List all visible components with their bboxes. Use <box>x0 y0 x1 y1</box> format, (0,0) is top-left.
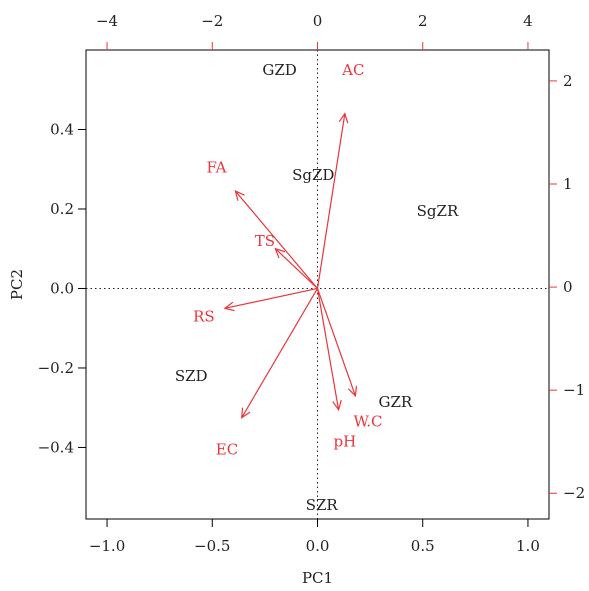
variable-label: FA <box>207 158 227 176</box>
right-axis: −2 −1 0 1 2 <box>549 72 585 502</box>
observation-labels: GZD SgZD SgZR SZD GZR SZR <box>175 61 459 514</box>
top-tick-label: −2 <box>201 12 223 30</box>
right-tick-label: 0 <box>563 278 573 296</box>
variable-labels: AC FA TS RS EC pHW.C <box>193 61 382 459</box>
variable-arrow <box>316 288 342 412</box>
variable-arrows <box>223 112 358 419</box>
observation-label: SZR <box>306 496 339 514</box>
variable-label: AC <box>341 61 364 79</box>
left-axis: −0.4 −0.2 0.0 0.2 0.4 <box>38 120 86 456</box>
top-tick-label: 4 <box>523 12 533 30</box>
observation-label: SZD <box>175 367 208 385</box>
right-tick-label: 2 <box>563 72 573 90</box>
x-tick-label: 1.0 <box>516 537 540 555</box>
variable-arrow <box>316 112 349 289</box>
top-tick-label: −4 <box>96 12 118 30</box>
variable-arrow <box>241 288 319 419</box>
x-tick-label: 0.5 <box>411 537 435 555</box>
variable-arrow <box>223 287 318 312</box>
variable-arrow <box>274 247 318 289</box>
top-axis: −4 −2 0 2 4 <box>96 12 533 50</box>
variable-arrow <box>316 288 358 398</box>
y-tick-label: −0.2 <box>38 359 74 377</box>
x-tick-label: −0.5 <box>194 537 230 555</box>
y-tick-label: 0.4 <box>50 120 74 138</box>
top-tick-label: 0 <box>313 12 323 30</box>
observation-label: SgZR <box>417 202 459 220</box>
x-tick-label: 0.0 <box>306 537 330 555</box>
y-tick-label: 0.0 <box>50 279 74 297</box>
variable-label: EC <box>216 440 238 458</box>
observation-label: GZD <box>262 61 296 79</box>
variable-arrow <box>234 190 318 289</box>
variable-label: TS <box>255 232 275 250</box>
x-axis-title: PC1 <box>302 569 333 587</box>
variable-label: pH <box>334 432 357 450</box>
y-tick-label: 0.2 <box>50 200 74 218</box>
variable-label: W.C <box>353 413 382 431</box>
zero-lines <box>86 50 549 519</box>
right-tick-label: −2 <box>563 484 585 502</box>
x-tick-label: −1.0 <box>89 537 125 555</box>
bottom-axis: −1.0 −0.5 0.0 0.5 1.0 <box>89 519 540 555</box>
y-tick-label: −0.4 <box>38 438 74 456</box>
observation-label: SgZD <box>292 166 334 184</box>
variable-label: RS <box>193 307 215 325</box>
right-tick-label: −1 <box>563 381 585 399</box>
right-tick-label: 1 <box>563 175 573 193</box>
top-tick-label: 2 <box>418 12 428 30</box>
observation-label: GZR <box>379 393 413 411</box>
y-axis-title: PC2 <box>8 269 26 300</box>
